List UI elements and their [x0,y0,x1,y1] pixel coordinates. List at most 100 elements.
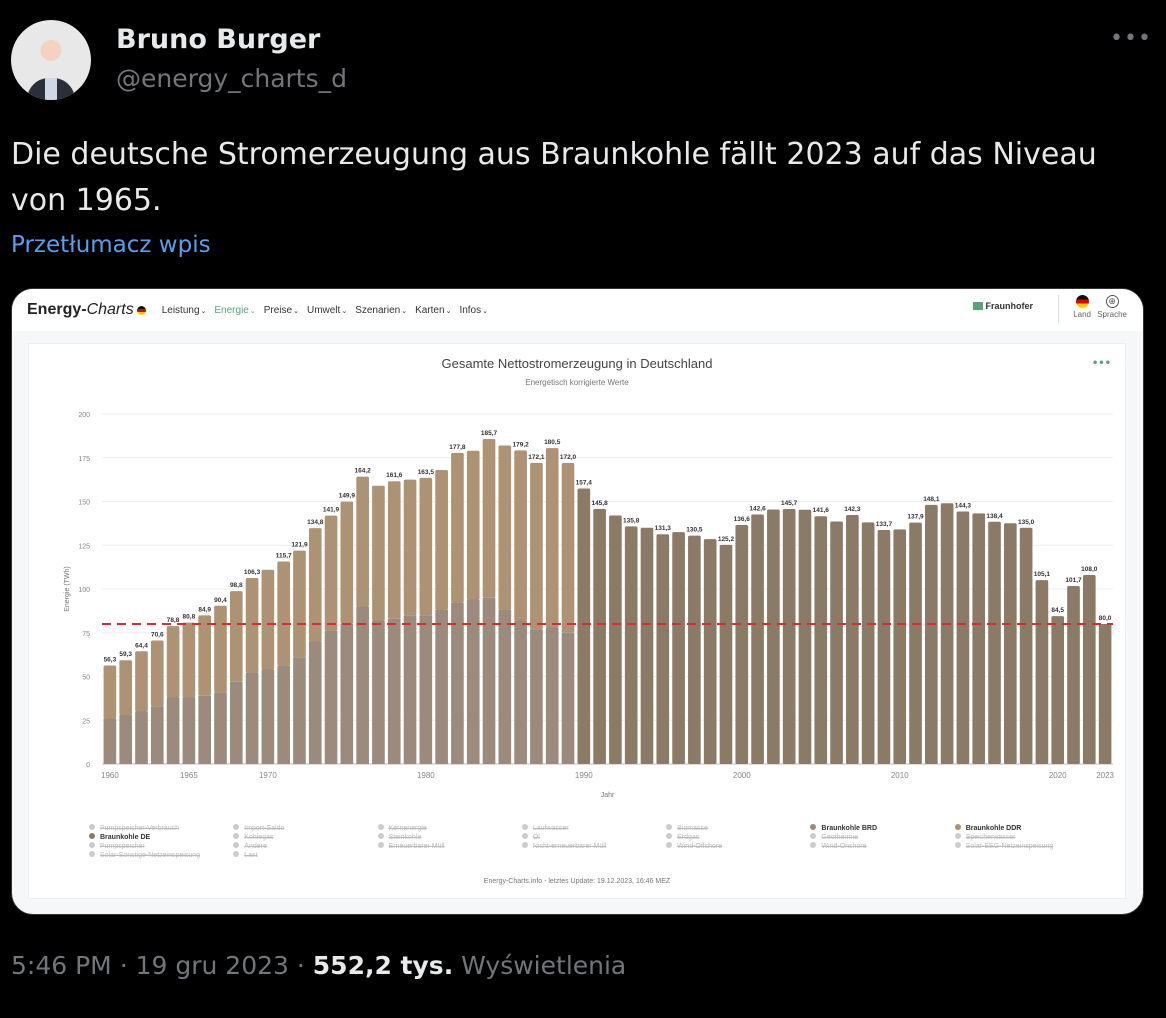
tweet-meta: 5:46 PM · 19 gru 2023 · 552,2 tys. Wyświ… [11,951,626,980]
legend-dot-icon [810,833,817,839]
legend-item[interactable]: Kohlegas [233,833,377,841]
legend-item[interactable]: Steinkohle [377,833,522,841]
nav-item-infos[interactable]: Infos⌄ [459,304,488,316]
more-horizontal-icon[interactable]: ••• [1110,26,1152,51]
data-label: 80,8 [183,614,196,621]
x-tick-label: 1980 [417,771,435,780]
legend-dot-icon [377,824,384,830]
bar-braunkohle-de [688,535,701,764]
separator: · [119,951,128,980]
legend-label: Nicht-erneuerbarer Müll [532,843,607,850]
author-handle[interactable]: @energy_charts_d [116,64,347,93]
data-label: 161,6 [386,472,403,479]
nav-item-umwelt[interactable]: Umwelt⌄ [306,304,348,316]
bar-braunkohle-de [735,524,749,764]
y-tick-label: 0 [86,762,90,769]
translate-link[interactable]: Przetłumacz wpis [11,232,211,258]
bar-braunkohle-de [925,504,938,764]
legend-item[interactable]: Import-Saldo [233,824,377,832]
energy-charts-logo[interactable]: Energy-Charts [27,301,146,319]
legend-item[interactable]: Speicherwasser [954,833,1099,841]
chevron-down-icon: ⌄ [482,307,488,315]
legend-item[interactable]: Wind-Offshore [666,842,810,850]
bar-braunkohle-brd [150,706,164,764]
nav-item-preise[interactable]: Preise⌄ [263,304,299,316]
legend-label: Last [244,852,258,859]
bar-braunkohle-ddr [119,660,133,715]
legend-item[interactable]: Braunkohle DE [89,833,233,841]
bar-braunkohle-de [877,530,891,764]
author-avatar[interactable] [11,20,91,100]
fraunhofer-logo[interactable]: Fraunhofer [973,301,1033,311]
data-label: 84,5 [1051,607,1064,614]
data-label: 177,8 [449,444,466,451]
legend-item[interactable]: Kernenergie [377,824,522,832]
legend-label: Laufwasser [532,825,569,832]
x-tick-label: 2000 [733,771,751,780]
legend-dot-icon [521,833,528,839]
tweet-time[interactable]: 5:46 PM [11,951,112,980]
land-button[interactable]: Land [1073,295,1091,319]
bar-braunkohle-de [1051,616,1065,764]
nav-item-karten[interactable]: Karten⌄ [415,304,452,316]
tweet-image[interactable]: Energy-Charts Leistung⌄ Energie⌄ Preise⌄ Um… [11,288,1144,915]
site-nav: Leistung⌄ Energie⌄ Preise⌄ Umwelt⌄ Szenarien… [162,305,488,316]
author-name[interactable]: Bruno Burger [116,24,321,55]
legend-item[interactable]: Pumpspeicher [89,842,233,850]
nav-item-leistung[interactable]: Leistung⌄ [161,304,207,316]
tweet-date[interactable]: 19 gru 2023 [135,951,289,980]
legend-item[interactable]: Öl [521,833,666,841]
bar-braunkohle-ddr [135,651,148,712]
bar-braunkohle-ddr [198,615,211,696]
data-label: 64,4 [135,642,148,649]
legend-label: Pumpspeicher-Verbrauch [100,825,179,832]
legend-item[interactable]: Biomasse [666,824,810,832]
bar-braunkohle-brd [340,624,354,764]
flag-icon [1075,295,1089,308]
bar-braunkohle-brd [514,620,527,764]
bar-braunkohle-de [940,503,954,764]
legend-item[interactable]: Solar-Sonstige-Netzeinspeisung [89,851,233,859]
legend-item[interactable]: Laufwasser [521,824,666,832]
legend-item[interactable]: Nicht-erneuerbarer Müll [521,842,666,850]
data-label: 135,0 [1018,519,1035,526]
legend-item[interactable]: Pumpspeicher-Verbrauch [89,824,233,832]
bar-braunkohle-brd [182,697,196,764]
data-label: 105,1 [1034,571,1051,578]
bar-braunkohle-brd [403,615,417,764]
chevron-down-icon: ⌄ [445,307,452,315]
legend-item[interactable]: Andere [233,842,377,850]
bar-braunkohle-de [782,509,796,764]
legend-item[interactable]: Last [233,851,377,859]
bar-braunkohle-brd [245,673,259,764]
y-tick-label: 50 [82,675,90,682]
language-button[interactable]: ⊕ Sprache [1097,295,1127,319]
data-label: 142,3 [844,506,861,513]
legend-item[interactable]: Braunkohle BRD [810,824,954,832]
legend-item[interactable]: Geothermie [810,833,954,841]
legend-item[interactable]: Wind-Onshore [810,842,954,850]
legend-item[interactable]: Erneuerbarer Müll [377,842,522,850]
legend-item[interactable]: Solar-EEG-Netzeinspeisung [954,842,1099,850]
nav-item-szenarien[interactable]: Szenarien⌄ [355,304,408,316]
chart-menu-icon[interactable]: ••• [1091,358,1111,369]
bar-braunkohle-brd [466,599,480,764]
data-label: 108,0 [1081,566,1098,573]
legend-item[interactable]: Erdgas [666,833,810,841]
legend-dot-icon [233,833,240,839]
data-label: 141,6 [813,507,830,514]
legend-dot-icon [89,842,95,848]
bar-braunkohle-de [1004,523,1017,764]
data-label: 141,9 [323,507,340,514]
bar-braunkohle-ddr [261,569,275,670]
nav-item-energie[interactable]: Energie⌄ [214,304,256,316]
data-label: 59,3 [119,651,132,658]
chevron-down-icon: ⌄ [200,307,207,315]
bar-braunkohle-de [861,522,875,764]
views-label: Wyświetlenia [461,951,627,980]
bar-braunkohle-brd [135,711,148,764]
data-label: 172,0 [560,454,577,461]
divider [1058,295,1059,323]
legend-item[interactable]: Braunkohle DDR [954,824,1099,832]
bar-braunkohle-de [703,539,717,764]
